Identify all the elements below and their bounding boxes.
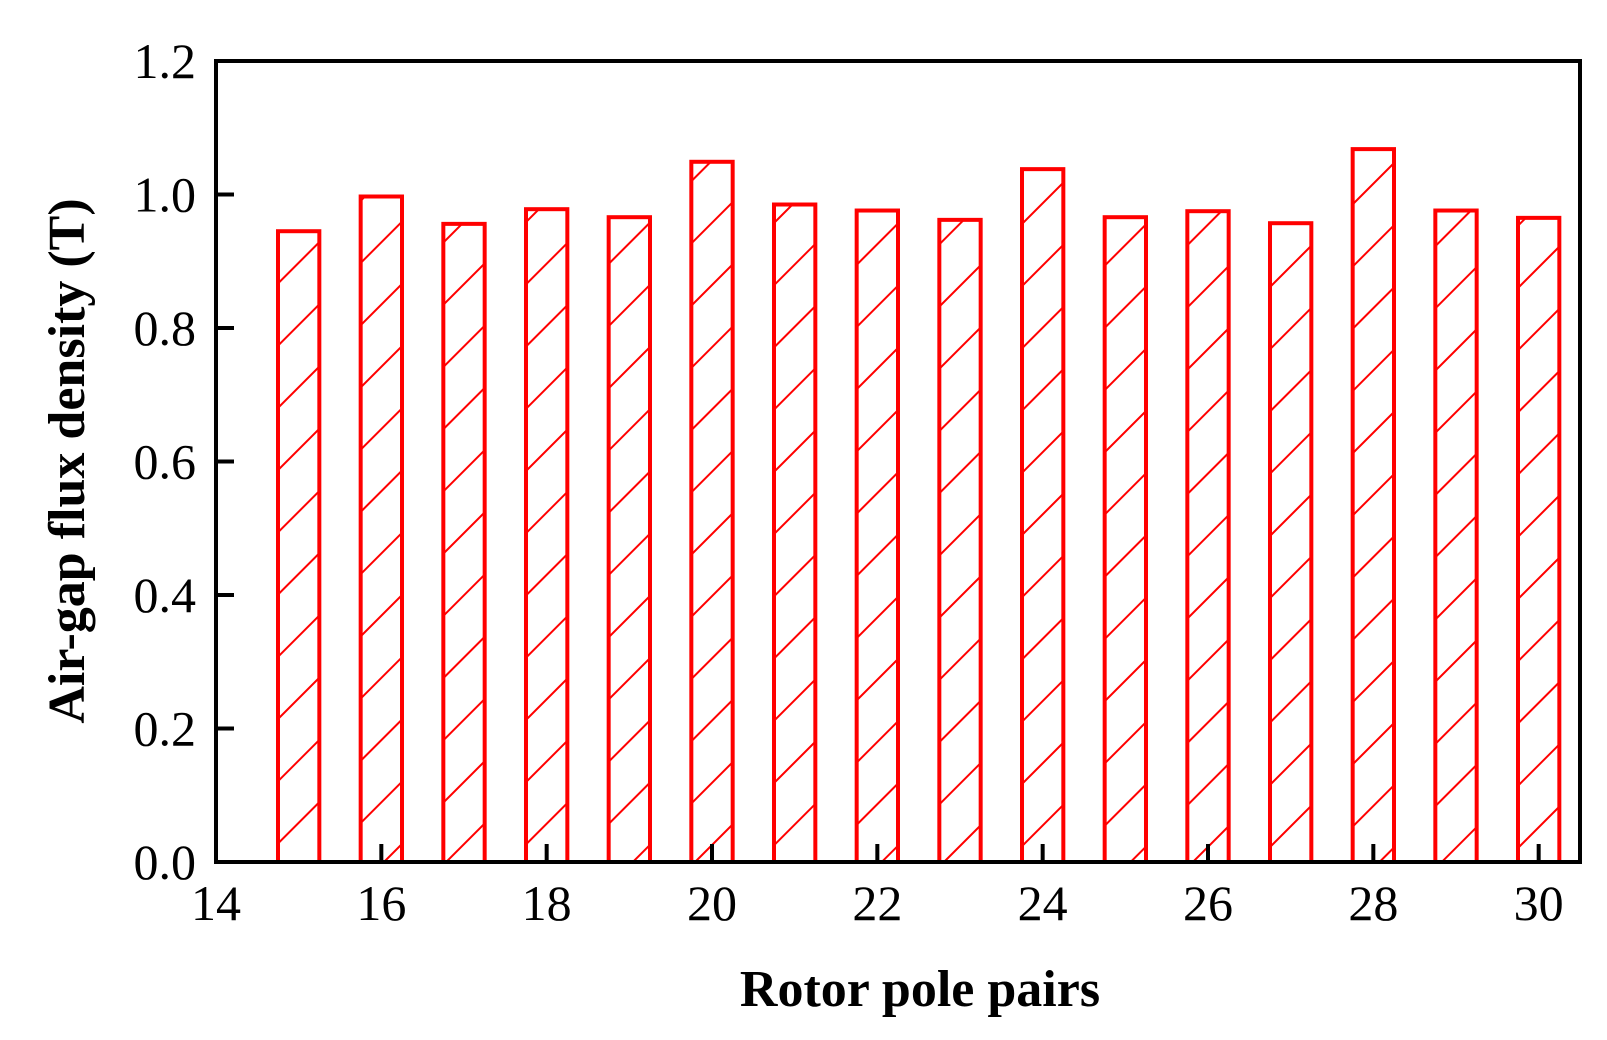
- x-tick-label: 22: [852, 875, 902, 931]
- bar-pole-pairs-17: [441, 221, 487, 864]
- bar-pole-pairs-27: [1268, 221, 1314, 864]
- bar-pole-pairs-28: [1350, 147, 1396, 865]
- bar-pole-pairs-16: [358, 194, 404, 864]
- x-tick-label: 30: [1514, 875, 1564, 931]
- bar-pole-pairs-25: [1102, 215, 1148, 864]
- bars-layer: [276, 147, 1562, 865]
- x-tick-label: 20: [687, 875, 737, 931]
- bar-pole-pairs-18: [524, 207, 570, 864]
- y-tick-label: 0.8: [134, 300, 197, 356]
- bar-pole-pairs-21: [772, 202, 818, 864]
- ticks-layer: [214, 59, 1541, 864]
- bar-pole-pairs-29: [1433, 208, 1479, 864]
- y-tick-label: 1.0: [134, 167, 197, 223]
- bar-pole-pairs-26: [1185, 209, 1231, 864]
- bar-pole-pairs-22: [854, 208, 901, 864]
- bar-pole-pairs-30: [1516, 215, 1562, 865]
- x-tick-label: 24: [1018, 875, 1068, 931]
- x-tick-label: 26: [1183, 875, 1233, 931]
- bar-pole-pairs-15: [276, 229, 322, 864]
- y-axis-title: Air-gap flux density (T): [39, 198, 96, 723]
- bar-pole-pairs-24: [1020, 167, 1066, 864]
- y-tick-label: 0.4: [134, 567, 197, 623]
- x-tick-label: 18: [522, 875, 572, 931]
- bar-pole-pairs-19: [606, 215, 653, 864]
- x-axis-title: Rotor pole pairs: [740, 961, 1100, 1018]
- y-tick-label: 1.2: [134, 33, 197, 89]
- tick-labels-layer: 14 16 18 20 22 24 26 28 30 0.0 0.2 0.4 0.6 0.8 1.0 1.2: [134, 33, 1564, 931]
- x-tick-label: 28: [1348, 875, 1398, 931]
- y-tick-label: 0.6: [134, 434, 197, 490]
- y-tick-label: 0.0: [134, 834, 197, 890]
- bar-pole-pairs-20: [689, 159, 735, 865]
- plot-frame: [214, 59, 1582, 864]
- bar-pole-pairs-23: [937, 217, 983, 865]
- y-tick-label: 0.2: [134, 701, 197, 757]
- x-tick-label: 16: [356, 875, 406, 931]
- x-tick-label: 14: [191, 875, 241, 931]
